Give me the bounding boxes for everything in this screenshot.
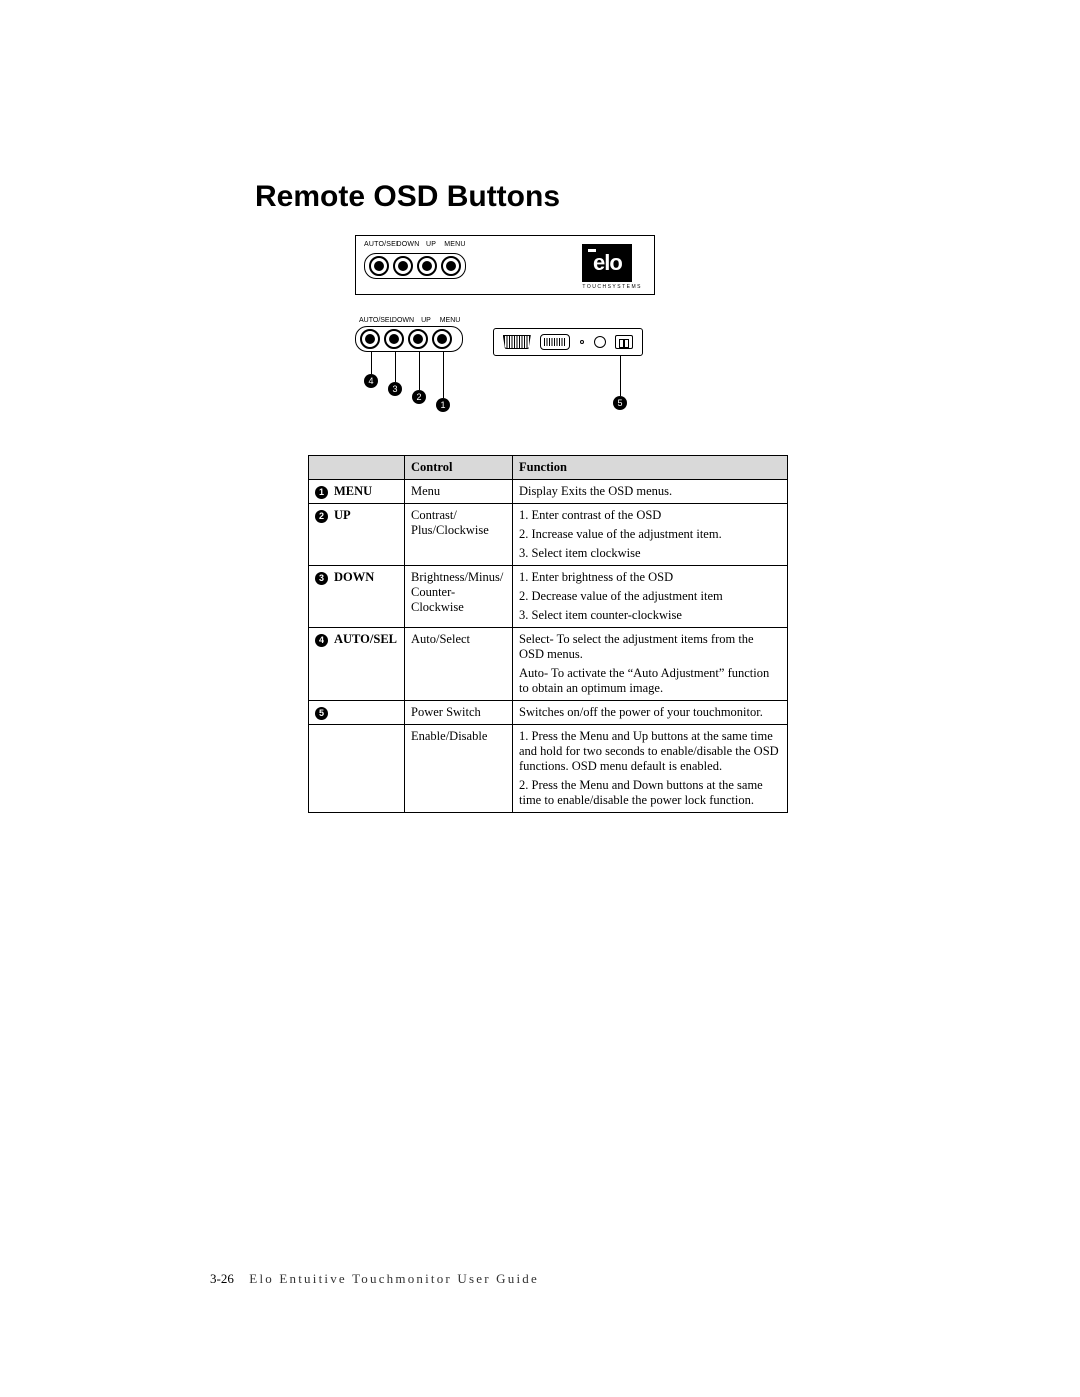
osd-button xyxy=(369,256,389,276)
th-blank xyxy=(309,456,405,480)
osd-button xyxy=(384,329,404,349)
logo-box: elo xyxy=(582,244,632,282)
page-number: 3-26 xyxy=(210,1271,234,1286)
page-footer: 3-26 Elo Entuitive Touchmonitor User Gui… xyxy=(210,1271,539,1287)
label-autosel: AUTO/SEL xyxy=(364,241,396,248)
osd-panel-top: AUTO/SEL DOWN UP MENU elo TOUCHSYSTEMS xyxy=(355,235,655,295)
osd-button xyxy=(393,256,413,276)
row-function: Display Exits the OSD menus. xyxy=(513,480,788,504)
table-row: 4 AUTO/SEL Auto/SelectSelect- To select th… xyxy=(309,628,788,701)
table-row: Enable/Disable1. Press the Menu and Up b… xyxy=(309,725,788,813)
row-number-badge: 3 xyxy=(315,572,328,585)
row-function: Switches on/off the power of your touchm… xyxy=(513,701,788,725)
row-label: 4 AUTO/SEL xyxy=(309,628,405,701)
callout-3: 3 xyxy=(388,382,402,396)
row-number-badge: 5 xyxy=(315,707,328,720)
button-labels-top: AUTO/SEL DOWN UP MENU xyxy=(364,241,468,248)
table-row: 5 Power SwitchSwitches on/off the power o… xyxy=(309,701,788,725)
row-label-text: UP xyxy=(334,508,351,522)
elo-logo: elo TOUCHSYSTEMS xyxy=(582,244,642,290)
footer-text: Elo Entuitive Touchmonitor User Guide xyxy=(249,1271,539,1286)
row-function: Select- To select the adjustment items f… xyxy=(513,628,788,701)
row-control: Power Switch xyxy=(405,701,513,725)
row-control: Enable/Disable xyxy=(405,725,513,813)
db-port-icon xyxy=(540,334,570,350)
osd-button xyxy=(417,256,437,276)
row-label-text: DOWN xyxy=(334,570,374,584)
jack-icon xyxy=(594,336,606,348)
row-number-badge: 2 xyxy=(315,510,328,523)
row-label: 3 DOWN xyxy=(309,566,405,628)
label-menu: MENU xyxy=(442,241,468,248)
row-number-badge: 1 xyxy=(315,486,328,499)
osd-function-table: Control Function 1 MENU MenuDisplay Exits … xyxy=(308,455,788,813)
db-port-icon xyxy=(503,335,531,349)
label-down: DOWN xyxy=(396,241,420,248)
row-control: Menu xyxy=(405,480,513,504)
row-number-badge: 4 xyxy=(315,634,328,647)
row-function: 1. Enter contrast of the OSD2. Increase … xyxy=(513,504,788,566)
row-label-text: MENU xyxy=(334,484,372,498)
connector-block: 5 xyxy=(493,317,643,356)
button-labels-bottom: AUTO/SEL DOWN UP MENU xyxy=(359,317,463,324)
callout-5: 5 xyxy=(613,396,627,410)
row-function: 1. Press the Menu and Up buttons at the … xyxy=(513,725,788,813)
osd-diagrams: AUTO/SEL DOWN UP MENU elo TOUCHSYSTEMS xyxy=(355,235,685,402)
row-control: Auto/Select xyxy=(405,628,513,701)
callout-1: 1 xyxy=(436,398,450,412)
table-row: 1 MENU MenuDisplay Exits the OSD menus. xyxy=(309,480,788,504)
th-control: Control xyxy=(405,456,513,480)
row-label: 5 xyxy=(309,701,405,725)
label-up: UP xyxy=(420,241,442,248)
row-label xyxy=(309,725,405,813)
connector-panel xyxy=(493,328,643,356)
logo-subtitle: TOUCHSYSTEMS xyxy=(582,284,642,290)
osd-button xyxy=(360,329,380,349)
dot-icon xyxy=(580,340,584,344)
row-control: Contrast/ Plus/Clockwise xyxy=(405,504,513,566)
osd-button xyxy=(408,329,428,349)
power-port-icon xyxy=(615,335,633,349)
logo-text: elo xyxy=(593,250,622,276)
th-function: Function xyxy=(513,456,788,480)
callout-4: 4 xyxy=(364,374,378,388)
row-label: 1 MENU xyxy=(309,480,405,504)
button-row-top xyxy=(364,253,466,279)
row-label-text: AUTO/SEL xyxy=(334,632,397,646)
row-function: 1. Enter brightness of the OSD2. Decreas… xyxy=(513,566,788,628)
table-row: 2 UP Contrast/ Plus/Clockwise1. Enter cont… xyxy=(309,504,788,566)
row-label: 2 UP xyxy=(309,504,405,566)
osd-panel-callouts: AUTO/SEL DOWN UP MENU 4 3 xyxy=(355,317,463,402)
button-row-bottom xyxy=(355,326,463,352)
osd-button xyxy=(441,256,461,276)
callout-2: 2 xyxy=(412,390,426,404)
page-title: Remote OSD Buttons xyxy=(255,180,560,214)
table-row: 3 DOWN Brightness/Minus/ Counter-Clockwise… xyxy=(309,566,788,628)
row-control: Brightness/Minus/ Counter-Clockwise xyxy=(405,566,513,628)
osd-button xyxy=(432,329,452,349)
